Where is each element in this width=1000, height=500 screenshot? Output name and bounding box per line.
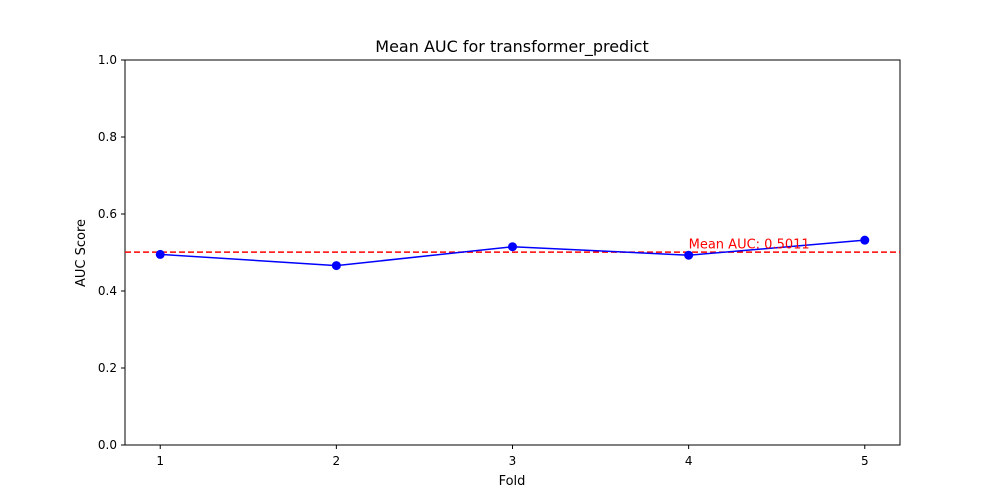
y-tick-label: 0.0	[98, 438, 117, 452]
y-tick-label: 1.0	[98, 53, 117, 67]
plot-area: 1 2 3 4 5 0.0 0.2 0.4 0.6 0.8 1.0 Mean AUC: 0.5011	[98, 53, 901, 468]
mean-auc-annotation: Mean AUC: 0.5011	[689, 237, 810, 252]
x-tick-label: 4	[685, 454, 693, 468]
y-tick-label: 0.8	[98, 130, 117, 144]
x-tick-label: 3	[509, 454, 517, 468]
data-point	[331, 261, 341, 271]
y-tick-label: 0.2	[98, 361, 117, 375]
data-point	[684, 250, 694, 260]
y-tick-label: 0.6	[98, 207, 117, 221]
x-tick-label: 5	[861, 454, 869, 468]
y-axis-label: AUC Score	[74, 219, 89, 287]
data-point	[155, 249, 165, 259]
data-point	[508, 242, 517, 252]
data-point	[860, 235, 870, 245]
x-tick-label: 2	[333, 454, 341, 468]
chart-title: Mean AUC for transformer_predict	[375, 37, 648, 57]
y-tick-label: 0.4	[98, 284, 117, 298]
x-tick-label: 1	[156, 454, 164, 468]
x-axis-label: Fold	[499, 474, 526, 489]
